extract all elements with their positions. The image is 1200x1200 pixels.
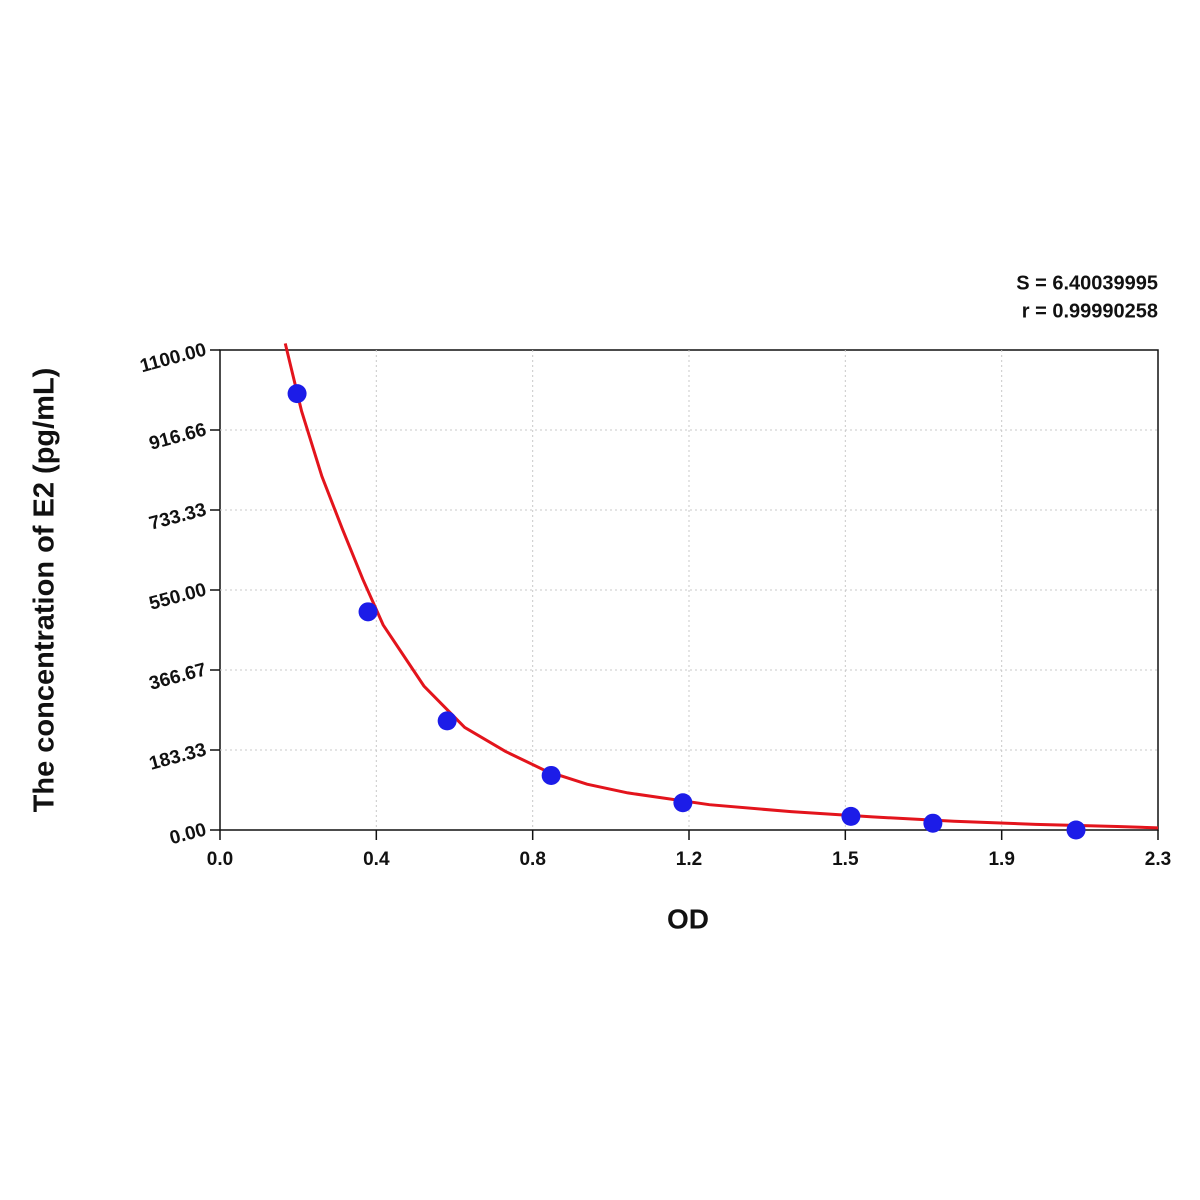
fit-curve bbox=[283, 343, 1159, 830]
data-point bbox=[541, 765, 561, 785]
y-tick-label: 183.33 bbox=[147, 739, 209, 774]
data-point bbox=[358, 602, 378, 622]
x-tick-label: 1.2 bbox=[676, 849, 702, 870]
y-tick-label: 1100.00 bbox=[138, 339, 209, 377]
data-point bbox=[1066, 820, 1086, 840]
data-point bbox=[287, 384, 307, 404]
y-tick-label: 366.67 bbox=[147, 659, 209, 694]
x-axis-label: OD bbox=[667, 903, 709, 934]
data-point bbox=[923, 813, 943, 833]
annotation: S = 6.40039995 bbox=[1016, 272, 1158, 294]
x-tick-label: 1.9 bbox=[988, 849, 1014, 870]
x-tick-label: 0.8 bbox=[519, 849, 545, 870]
y-tick-label: 0.00 bbox=[167, 819, 208, 849]
x-tick-label: 2.3 bbox=[1145, 849, 1171, 870]
x-tick-label: 0.0 bbox=[207, 849, 233, 870]
y-tick-label: 550.00 bbox=[147, 579, 209, 614]
data-point bbox=[673, 793, 693, 813]
data-point bbox=[841, 806, 861, 826]
y-axis-label: The concentration of E2 (pg/mL) bbox=[29, 368, 61, 813]
x-tick-label: 1.5 bbox=[832, 849, 859, 870]
x-tick-label: 0.4 bbox=[363, 849, 390, 870]
data-point bbox=[437, 711, 457, 731]
y-tick-label: 733.33 bbox=[147, 499, 209, 534]
y-tick-label: 916.66 bbox=[147, 419, 209, 454]
annotation: r = 0.99990258 bbox=[1022, 300, 1158, 322]
